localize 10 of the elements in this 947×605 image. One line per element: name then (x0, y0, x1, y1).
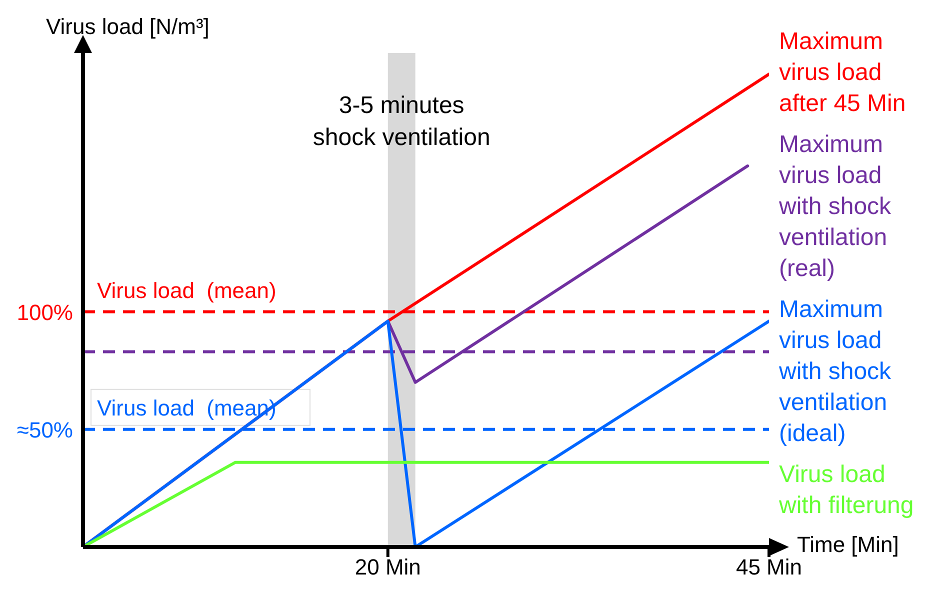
series-label: Virus load with filterung (779, 460, 915, 521)
y-tick-label: ≈50% (16, 417, 73, 442)
series-label: Maximum virus load with shock ventilation (real) (779, 130, 892, 284)
y-tick-label: 100% (16, 300, 73, 325)
band-label: 3-5 minutes shock ventilation (312, 92, 490, 151)
ref-line-label: Virus load (mean) (97, 278, 276, 303)
series-label: Maximum virus load with shock ventilation (ideal) (779, 295, 892, 449)
y-axis-title: Virus load [N/m³] (46, 14, 210, 40)
series-label: Maximum virus load after 45 Min (779, 27, 907, 119)
x-tick-label: 20 Min (354, 554, 421, 580)
